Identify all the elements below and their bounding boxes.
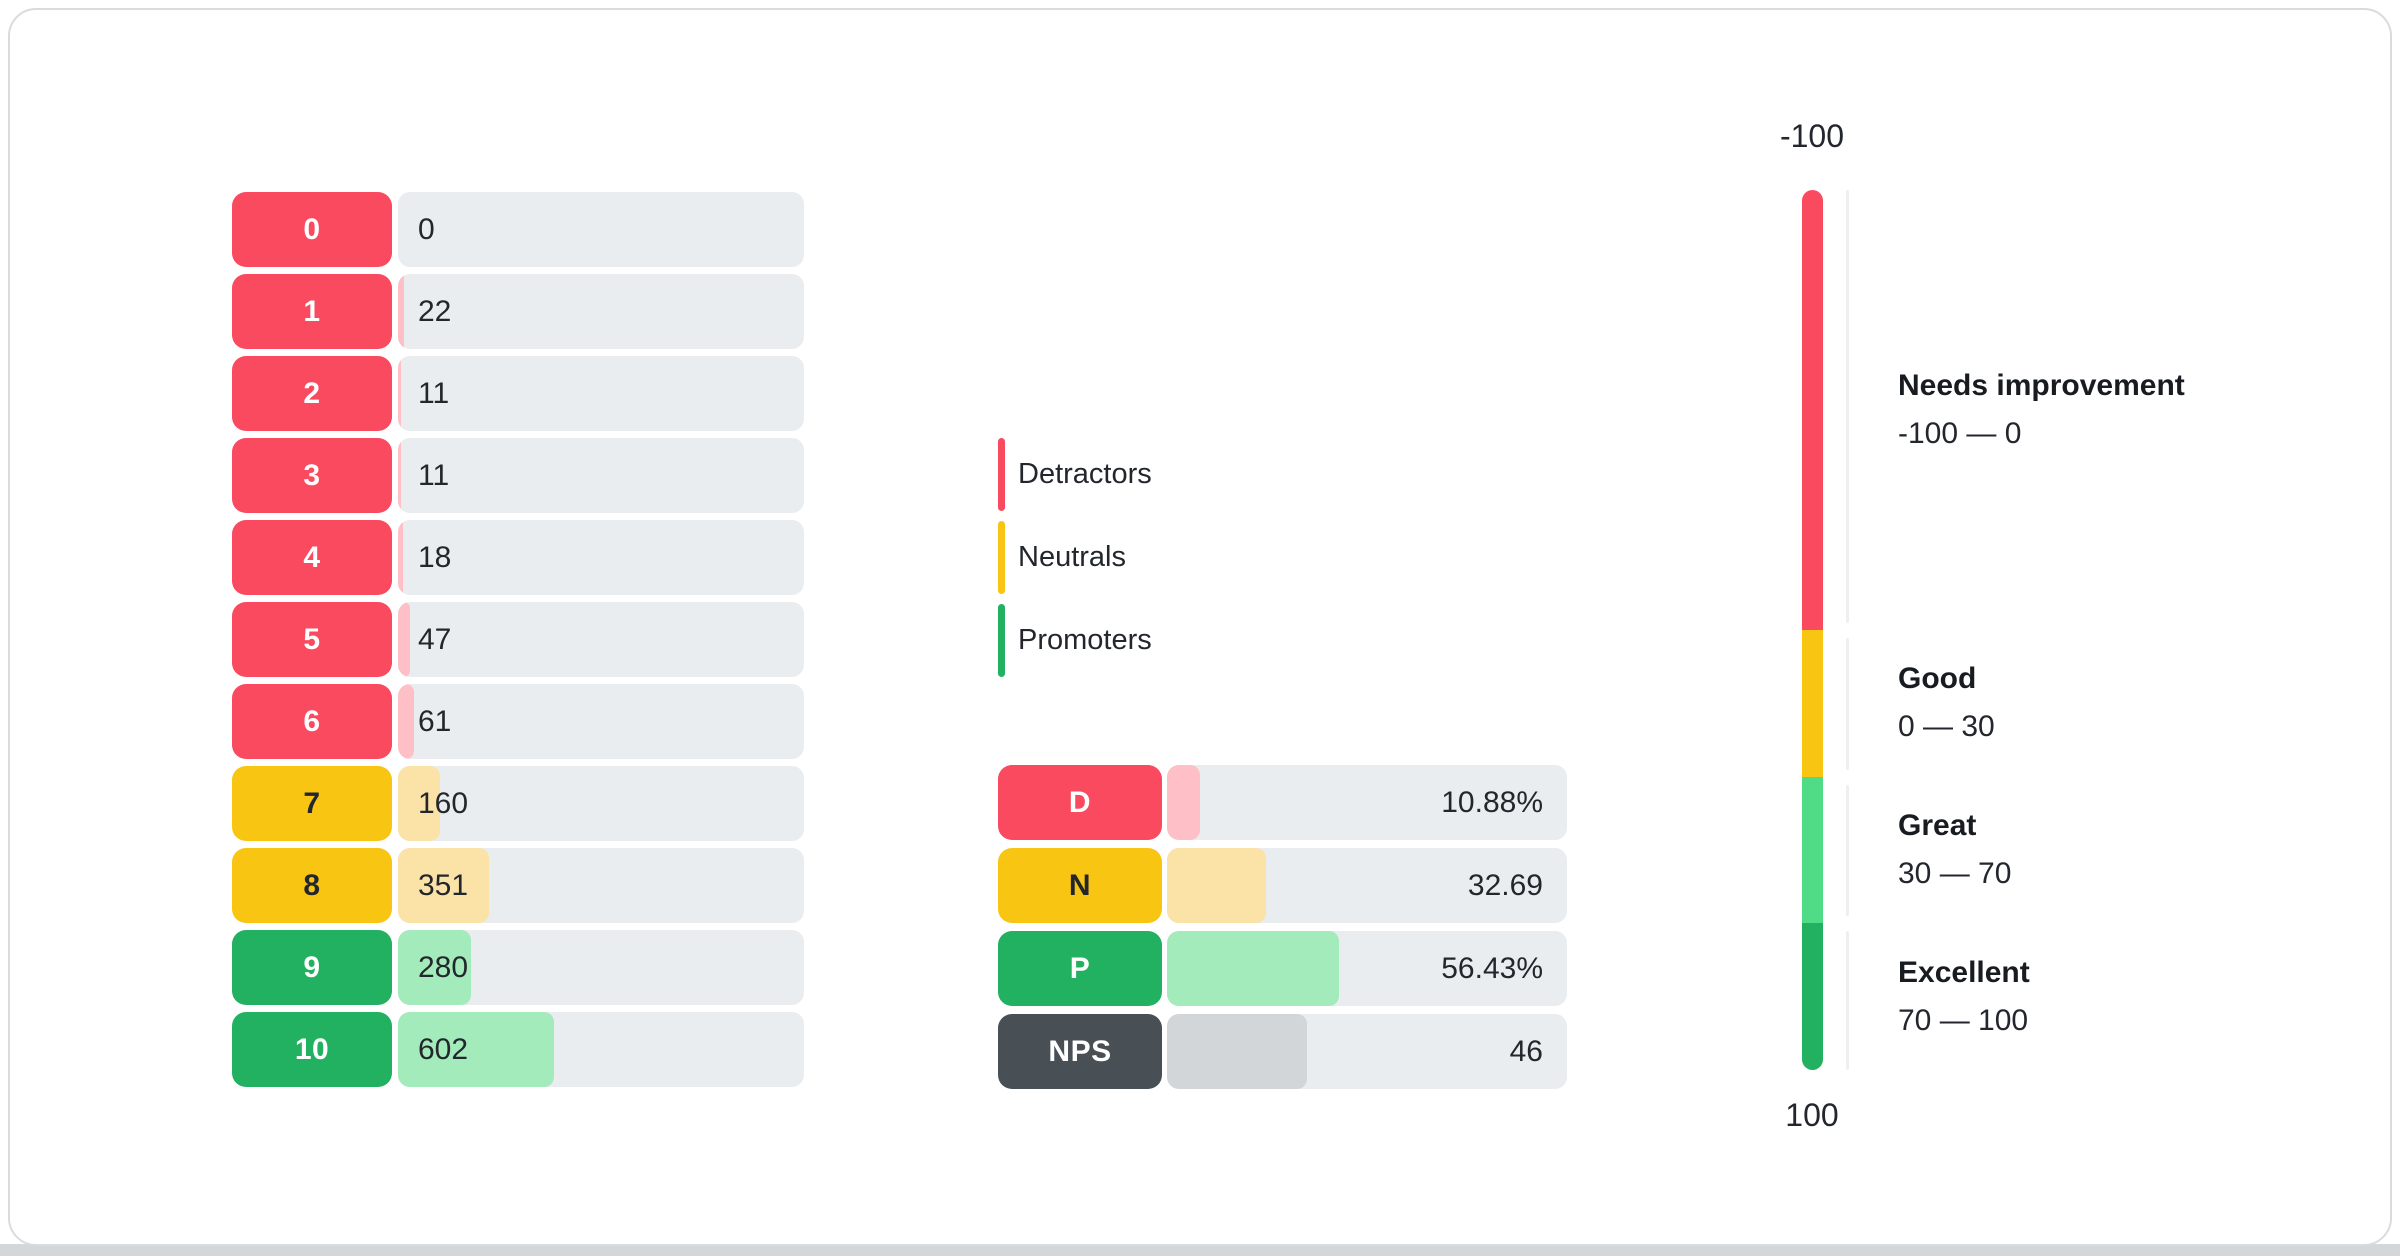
detractor-swatch-icon — [998, 438, 1005, 511]
score-row-9: 9 280 — [232, 930, 804, 1005]
score-badge: 9 — [232, 930, 392, 1005]
score-fill — [398, 684, 414, 759]
summary-track: 56.43% — [1167, 931, 1567, 1006]
summary-track: 46 — [1167, 1014, 1567, 1089]
summary-value: 10.88% — [1441, 785, 1543, 819]
neutral-swatch-icon — [998, 521, 1005, 594]
score-badge: 8 — [232, 848, 392, 923]
score-count: 61 — [418, 704, 452, 738]
page-bottom-band — [0, 1244, 2400, 1256]
summary-value: 32.69 — [1467, 868, 1543, 902]
score-track: 47 — [398, 602, 804, 677]
promoter-swatch-icon — [998, 604, 1005, 677]
score-badge: 4 — [232, 520, 392, 595]
legend: Detractors Neutrals Promoters — [998, 438, 1152, 687]
score-fill — [398, 1012, 555, 1087]
summary-fill — [1167, 848, 1267, 923]
score-badge: 7 — [232, 766, 392, 841]
score-row-2: 2 11 — [232, 356, 804, 431]
score-track: 11 — [398, 356, 804, 431]
summary-fill — [1167, 931, 1339, 1006]
score-fill — [398, 274, 404, 349]
score-row-7: 7 160 — [232, 766, 804, 841]
score-row-6: 6 61 — [232, 684, 804, 759]
score-badge: 5 — [232, 602, 392, 677]
summary-row-detractors: D 10.88% — [998, 765, 1567, 840]
score-count: 160 — [418, 786, 469, 820]
legend-item-neutrals: Neutrals — [998, 521, 1152, 594]
summary-row-nps: NPS 46 — [998, 1014, 1567, 1089]
legend-label: Detractors — [1018, 458, 1152, 490]
summary-row-neutrals: N 32.69 — [998, 848, 1567, 923]
score-badge: 6 — [232, 684, 392, 759]
summary-badge: P — [998, 931, 1162, 1006]
score-track: 602 — [398, 1012, 804, 1087]
summary-value: 46 — [1509, 1034, 1543, 1068]
score-count: 18 — [418, 540, 452, 574]
score-count: 0 — [418, 212, 435, 246]
summary-value: 56.43% — [1441, 951, 1543, 985]
score-count: 280 — [418, 950, 469, 984]
score-fill — [398, 602, 411, 677]
score-count: 47 — [418, 622, 452, 656]
legend-item-detractors: Detractors — [998, 438, 1152, 511]
score-fill — [398, 766, 440, 841]
score-track: 160 — [398, 766, 804, 841]
score-track: 61 — [398, 684, 804, 759]
score-row-4: 4 18 — [232, 520, 804, 595]
score-track: 0 — [398, 192, 804, 267]
nps-summary: D 10.88% N 32.69 P 56.43% NPS 46 — [998, 765, 1567, 1097]
score-track: 351 — [398, 848, 804, 923]
score-badge: 10 — [232, 1012, 392, 1087]
score-row-10: 10 602 — [232, 1012, 804, 1087]
score-count: 351 — [418, 868, 469, 902]
score-track: 280 — [398, 930, 804, 1005]
score-count: 22 — [418, 294, 452, 328]
score-count: 11 — [418, 376, 450, 410]
score-count: 11 — [418, 458, 450, 492]
score-badge: 3 — [232, 438, 392, 513]
score-fill — [398, 930, 471, 1005]
legend-item-promoters: Promoters — [998, 604, 1152, 677]
score-row-5: 5 47 — [232, 602, 804, 677]
legend-label: Neutrals — [1018, 541, 1126, 573]
score-row-3: 3 11 — [232, 438, 804, 513]
score-track: 22 — [398, 274, 804, 349]
summary-badge: D — [998, 765, 1162, 840]
summary-track: 32.69 — [1167, 848, 1567, 923]
legend-label: Promoters — [1018, 624, 1152, 656]
score-fill — [398, 848, 490, 923]
score-track: 11 — [398, 438, 804, 513]
summary-fill — [1167, 765, 1201, 840]
summary-badge: N — [998, 848, 1162, 923]
score-badge: 0 — [232, 192, 392, 267]
score-fill — [398, 438, 401, 513]
score-fill — [398, 356, 401, 431]
score-track: 18 — [398, 520, 804, 595]
summary-badge: NPS — [998, 1014, 1162, 1089]
score-fill — [398, 520, 403, 595]
score-row-8: 8 351 — [232, 848, 804, 923]
summary-row-promoters: P 56.43% — [998, 931, 1567, 1006]
score-row-1: 1 22 — [232, 274, 804, 349]
score-badge: 2 — [232, 356, 392, 431]
summary-track: 10.88% — [1167, 765, 1567, 840]
score-row-0: 0 0 — [232, 192, 804, 267]
score-count: 602 — [418, 1032, 469, 1066]
score-badge: 1 — [232, 274, 392, 349]
score-distribution-list: 0 0 1 22 2 11 3 11 — [232, 192, 804, 1094]
summary-fill — [1167, 1014, 1307, 1089]
